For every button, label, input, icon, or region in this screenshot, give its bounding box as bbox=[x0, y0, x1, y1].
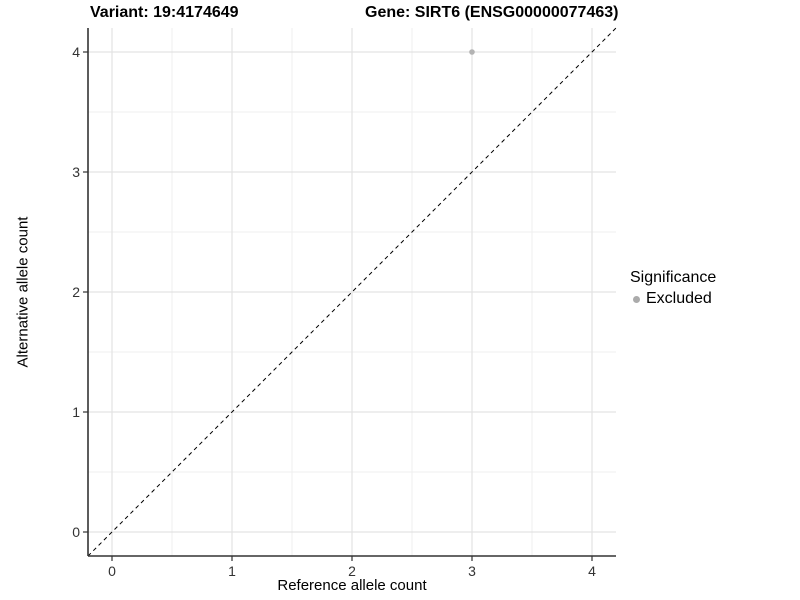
plot-title-gene: Gene: SIRT6 (ENSG00000077463) bbox=[365, 4, 619, 21]
x-tick-label: 4 bbox=[588, 563, 596, 579]
x-tick-label: 0 bbox=[108, 563, 116, 579]
y-tick-label: 0 bbox=[72, 524, 80, 540]
legend-point-icon bbox=[633, 295, 640, 303]
y-tick-label: 4 bbox=[72, 44, 80, 60]
x-tick-label: 1 bbox=[228, 563, 236, 579]
legend-entry-excluded: Excluded bbox=[630, 290, 716, 308]
data-point bbox=[469, 49, 475, 55]
x-tick-label: 2 bbox=[348, 563, 356, 579]
y-tick-label: 1 bbox=[72, 404, 80, 420]
x-tick-label: 3 bbox=[468, 563, 476, 579]
legend-title: Significance bbox=[630, 269, 717, 286]
y-axis-title: Alternative allele count bbox=[14, 216, 32, 368]
legend: Significance Excluded bbox=[630, 269, 716, 308]
legend-entry-label: Excluded bbox=[646, 290, 712, 307]
y-tick-label: 3 bbox=[72, 164, 80, 180]
y-tick-label: 2 bbox=[72, 284, 80, 300]
x-axis-title: Reference allele count bbox=[277, 577, 427, 594]
plot-title-variant: Variant: 19:4174649 bbox=[90, 4, 239, 21]
